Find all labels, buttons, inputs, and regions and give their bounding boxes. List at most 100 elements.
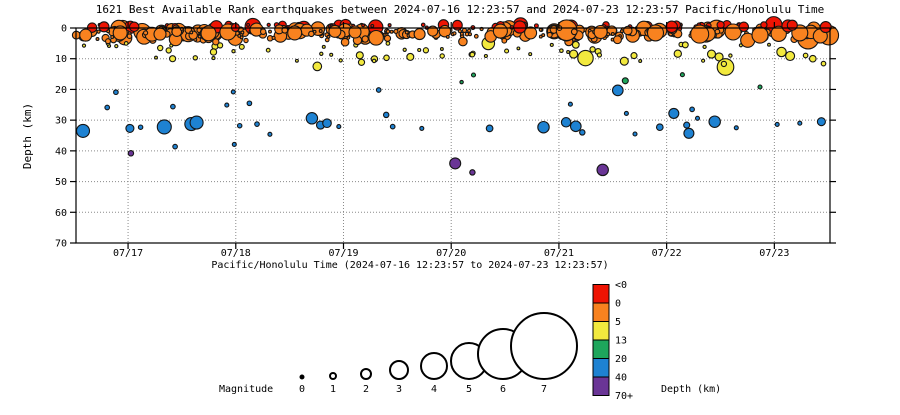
data-point (786, 19, 798, 31)
data-point (246, 22, 251, 27)
data-point (623, 110, 629, 116)
data-point (706, 49, 717, 59)
data-point (619, 29, 624, 34)
data-point (513, 20, 527, 34)
data-point (112, 25, 128, 41)
data-point (757, 84, 763, 90)
data-point (469, 169, 476, 176)
data-point (459, 31, 464, 36)
data-point (165, 47, 172, 54)
data-point (169, 55, 177, 63)
data-point (324, 37, 330, 43)
data-point (468, 32, 472, 37)
x-tick-label: 07/23 (759, 248, 789, 259)
data-point (751, 26, 769, 44)
data-point (259, 28, 267, 35)
data-point (413, 28, 426, 41)
magnitude-legend: 0 1 2 3 4 5 6 7 (299, 312, 578, 395)
data-point (458, 36, 468, 47)
data-point (438, 24, 452, 38)
magnitude-legend-value: 7 (541, 384, 547, 395)
data-point (231, 141, 237, 147)
data-point (681, 41, 689, 49)
magnitude-legend-value: 6 (500, 384, 506, 395)
data-point (589, 46, 596, 53)
data-point (95, 37, 100, 41)
data-point (154, 55, 158, 60)
x-tick-label: 07/17 (113, 248, 143, 259)
data-point (420, 22, 426, 28)
axis-tick-labels: 0 10 20 30 40 50 60 70 07/17 07/18 07/19 07/20 07/21… (55, 24, 789, 260)
colorbar-segment (592, 376, 610, 396)
magnitude-legend-value: 1 (330, 384, 336, 395)
data-point (549, 42, 554, 47)
data-point (546, 31, 553, 38)
data-point (492, 23, 508, 39)
data-point (368, 29, 384, 46)
colorbar-boundary-label: 70+ (615, 391, 633, 402)
colorbar-boundary-label: 13 (615, 336, 627, 347)
data-point (338, 58, 343, 63)
data-point (305, 112, 319, 125)
data-point (328, 24, 342, 38)
data-point (156, 119, 172, 135)
data-point (211, 56, 216, 61)
data-point (571, 40, 580, 49)
data-point (385, 29, 391, 34)
depth-colorbar: <0 0 5 13 20 40 70+ (592, 280, 633, 402)
data-point (690, 24, 710, 44)
data-point (797, 120, 803, 126)
data-point (593, 24, 608, 40)
data-point (701, 58, 706, 63)
magnitude-legend-label: Magnitude (219, 384, 273, 395)
data-point (126, 33, 133, 39)
x-axis-title: Pacific/Honolulu Time (2024-07-16 12:23:… (211, 260, 608, 271)
colorbar-boundary-label: 5 (615, 317, 621, 328)
data-point (224, 102, 230, 108)
data-point (231, 49, 236, 54)
data-point (370, 23, 375, 28)
data-point (569, 49, 579, 59)
data-point (123, 41, 129, 46)
data-point (452, 31, 457, 36)
data-point (596, 52, 603, 58)
data-point (192, 55, 199, 61)
data-point (319, 51, 324, 56)
x-tick-label: 07/22 (652, 248, 682, 259)
data-point (570, 28, 578, 36)
data-point (170, 103, 176, 110)
data-point (459, 79, 464, 85)
data-point (308, 30, 315, 38)
data-point (104, 38, 112, 45)
y-tick-label: 50 (55, 177, 67, 188)
magnitude-legend-circle (329, 372, 337, 380)
data-point (610, 31, 615, 37)
magnitude-legend-circle (510, 312, 578, 380)
data-point (355, 51, 364, 60)
data-point (216, 42, 224, 49)
data-point (127, 150, 135, 157)
data-point (393, 28, 399, 34)
data-point (533, 23, 539, 29)
data-point (702, 44, 707, 50)
colorbar-boundary-label: 20 (615, 354, 627, 365)
data-point (417, 47, 422, 53)
magnitude-legend-circle (299, 374, 305, 380)
data-point (236, 122, 243, 129)
data-point (655, 123, 664, 132)
colorbar-segment (592, 358, 610, 378)
data-point (524, 26, 538, 40)
x-tick-label: 07/18 (221, 248, 251, 259)
data-point (449, 157, 462, 170)
data-point (733, 125, 739, 131)
data-point (770, 25, 787, 42)
data-point (560, 117, 572, 128)
data-point (357, 58, 366, 66)
data-point (528, 52, 533, 57)
data-point (197, 34, 202, 39)
data-point (189, 115, 204, 130)
data-point (683, 121, 691, 129)
x-tick-label: 07/21 (544, 248, 574, 259)
data-point (387, 23, 392, 28)
